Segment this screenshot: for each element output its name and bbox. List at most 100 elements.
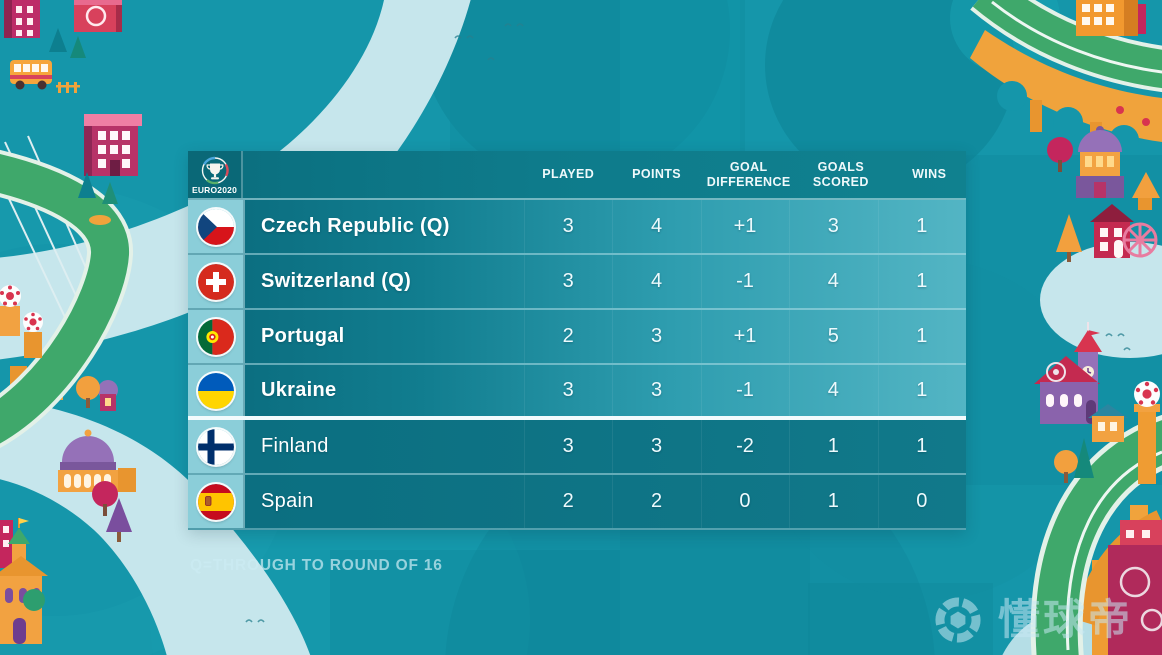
- right-city: [1034, 0, 1162, 655]
- bus: [10, 60, 52, 90]
- played-value: 3: [524, 200, 612, 253]
- flag-cell: [188, 255, 243, 308]
- column-header-goals-scored: GOALS SCORED: [812, 159, 869, 189]
- tree-orange: [1054, 450, 1078, 474]
- flag-spain-icon: [197, 483, 234, 520]
- euro2020-emblem-icon: [200, 156, 229, 185]
- tree-orange: [76, 376, 100, 400]
- goals-scored-value: 4: [789, 365, 877, 416]
- goal-difference-value: 0: [701, 475, 789, 528]
- flag-cell: [188, 475, 243, 528]
- points-value: 4: [612, 255, 700, 308]
- goal-difference-value: +1: [701, 310, 789, 363]
- football-pillar-right: [1134, 381, 1160, 484]
- watermark-text: 懂球帝: [998, 596, 1134, 643]
- flag-cell: [188, 200, 243, 253]
- small-building-pink: [0, 520, 13, 568]
- app-watermark: 懂球帝: [932, 594, 1133, 646]
- team-name: Spain: [243, 475, 524, 528]
- tree-green: [102, 182, 118, 204]
- standings-row-ukraine: Ukraine 3 3 -1 4 1: [188, 365, 966, 420]
- house-red: [1090, 204, 1134, 258]
- tree-green: [23, 589, 45, 611]
- played-value: 2: [524, 310, 612, 363]
- flag-cell: [188, 310, 243, 363]
- hut: [1132, 172, 1160, 210]
- column-header-played: PLAYED: [542, 167, 595, 182]
- tree-teal: [49, 28, 67, 52]
- building-orange-top: [1076, 0, 1146, 36]
- column-header-goal-difference: GOAL DIFFERENCE: [706, 159, 791, 189]
- mound: [89, 215, 111, 225]
- competition-name: EURO2020: [191, 185, 238, 195]
- table-header: EURO2020 PLAYED POINTS GOAL DIFFERENCE G…: [188, 151, 966, 200]
- wins-value: 1: [878, 310, 966, 363]
- pond-right: [1040, 242, 1162, 358]
- right-viaduct: [970, 0, 1162, 155]
- church-right: [1034, 322, 1102, 424]
- team-name: Switzerland (Q): [243, 255, 524, 308]
- played-value: 3: [524, 420, 612, 473]
- standings-row-spain: Spain 2 2 0 1 0: [188, 475, 966, 530]
- qualification-footnote: Q=THROUGH TO ROUND OF 16: [190, 557, 443, 574]
- football-pillar: [23, 312, 43, 358]
- goals-scored-value: 4: [789, 255, 877, 308]
- goal-difference-value: +1: [701, 200, 789, 253]
- standings-row-finland: Finland 3 3 -2 1 1: [188, 420, 966, 475]
- flag-cell: [188, 420, 243, 473]
- tree-teal: [70, 36, 86, 58]
- goal-difference-value: -1: [701, 365, 789, 416]
- wheel: [1122, 222, 1158, 258]
- tree-red: [1047, 137, 1073, 163]
- points-value: 3: [612, 310, 700, 363]
- played-value: 3: [524, 365, 612, 416]
- wins-value: 1: [878, 420, 966, 473]
- goals-scored-value: 1: [789, 420, 877, 473]
- dome-building-right: [1076, 126, 1124, 198]
- flag-portugal-icon: [197, 318, 234, 355]
- points-value: 3: [612, 420, 700, 473]
- goals-scored-value: 5: [789, 310, 877, 363]
- goals-scored-value: 3: [789, 200, 877, 253]
- tree-teal: [1074, 438, 1094, 478]
- column-header-points: POINTS: [632, 167, 682, 182]
- standings-row-switzerland: Switzerland (Q) 3 4 -1 4 1: [188, 255, 966, 310]
- flag-finland-icon: [197, 428, 234, 465]
- small-dome-tower: [98, 380, 118, 411]
- header-spacer: [243, 151, 524, 198]
- building-pink: [84, 114, 142, 176]
- team-name: Portugal: [243, 310, 524, 363]
- fence: [56, 82, 80, 93]
- standings-table: EURO2020 PLAYED POINTS GOAL DIFFERENCE G…: [188, 151, 966, 530]
- standings-row-czech-republic: Czech Republic (Q) 3 4 +1 3 1: [188, 200, 966, 255]
- flag-czech-republic-icon: [197, 208, 234, 245]
- team-name: Ukraine: [243, 365, 524, 416]
- football-watermark-icon: [935, 597, 981, 643]
- wins-value: 0: [878, 475, 966, 528]
- flag-cell: [188, 365, 243, 416]
- column-header-wins: WINS: [912, 167, 947, 182]
- goal-difference-value: -2: [701, 420, 789, 473]
- wins-value: 1: [878, 255, 966, 308]
- tree-purple: [106, 498, 132, 532]
- wins-value: 1: [878, 200, 966, 253]
- played-value: 3: [524, 255, 612, 308]
- house-orange-right: [1088, 404, 1128, 442]
- building-red: [74, 0, 122, 32]
- points-value: 4: [612, 200, 700, 253]
- played-value: 2: [524, 475, 612, 528]
- goals-scored-value: 1: [789, 475, 877, 528]
- corner-buildings: [1108, 520, 1162, 655]
- left-city: [0, 0, 142, 644]
- points-value: 3: [612, 365, 700, 416]
- competition-logo: EURO2020: [188, 151, 243, 198]
- wins-value: 1: [878, 365, 966, 416]
- football-pillar: [0, 285, 21, 336]
- flag-ukraine-icon: [197, 372, 234, 409]
- tree-magenta: [92, 481, 118, 507]
- points-value: 2: [612, 475, 700, 528]
- building-magenta: [4, 0, 40, 38]
- tree-orange-triangle: [1056, 214, 1082, 252]
- tree-teal: [78, 172, 96, 198]
